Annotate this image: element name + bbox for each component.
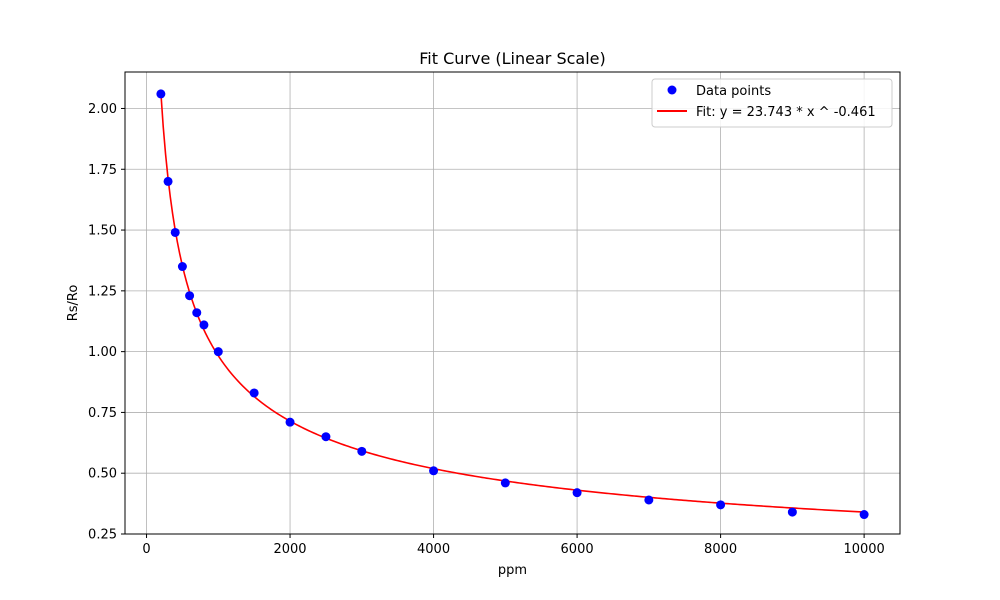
y-tick-label: 1.50 [88, 224, 117, 239]
x-tick-label: 2000 [273, 542, 306, 557]
x-tick-label: 0 [142, 542, 150, 557]
legend-label-data-points: Data points [696, 84, 771, 99]
y-tick-label: 1.75 [88, 163, 117, 178]
data-point [192, 308, 202, 318]
y-tick-label: 2.00 [88, 102, 117, 117]
y-axis-label: Rs/Ro [66, 285, 81, 322]
grid [125, 72, 900, 535]
y-tick-label: 1.25 [88, 284, 117, 299]
data-point [249, 388, 259, 398]
data-point [716, 500, 726, 510]
data-point [213, 347, 223, 357]
data-point [321, 432, 331, 442]
data-point [859, 510, 869, 520]
data-point [163, 176, 173, 186]
fit-curve-layer [160, 92, 865, 513]
fit-curve [160, 92, 865, 513]
data-point [644, 495, 654, 505]
plot-frame [124, 71, 901, 535]
legend-label-fit: Fit: y = 23.743 * x ^ -0.461 [696, 105, 876, 120]
y-tick-label: 0.25 [88, 528, 117, 543]
data-point [285, 417, 295, 427]
y-tick-label: 0.50 [88, 467, 117, 482]
data-point [787, 507, 797, 517]
data-point [572, 488, 582, 498]
legend-marker-data-points [667, 85, 677, 95]
x-tick-label: 8000 [704, 542, 737, 557]
x-tick-label: 4000 [417, 542, 450, 557]
x-tick-label: 6000 [561, 542, 594, 557]
data-point [357, 446, 367, 456]
data-point [156, 89, 166, 99]
y-tick-label: 1.00 [88, 345, 117, 360]
data-point [429, 466, 439, 476]
data-points-layer [156, 89, 869, 520]
chart-title: Fit Curve (Linear Scale) [419, 49, 605, 68]
data-point [500, 478, 510, 488]
data-point [170, 227, 180, 237]
x-tick-label: 10000 [843, 542, 884, 557]
axes: 0 2000 4000 6000 8000 10000 0.25 0.50 0.75 1.00 1.… [88, 71, 901, 557]
y-tick-label: 0.75 [88, 406, 117, 421]
data-point [199, 320, 209, 330]
x-axis-label: ppm [498, 563, 527, 578]
data-point [185, 291, 195, 301]
legend: Data points Fit: y = 23.743 * x ^ -0.461 [651, 78, 893, 128]
legend-box [651, 78, 893, 128]
data-point [177, 262, 187, 272]
